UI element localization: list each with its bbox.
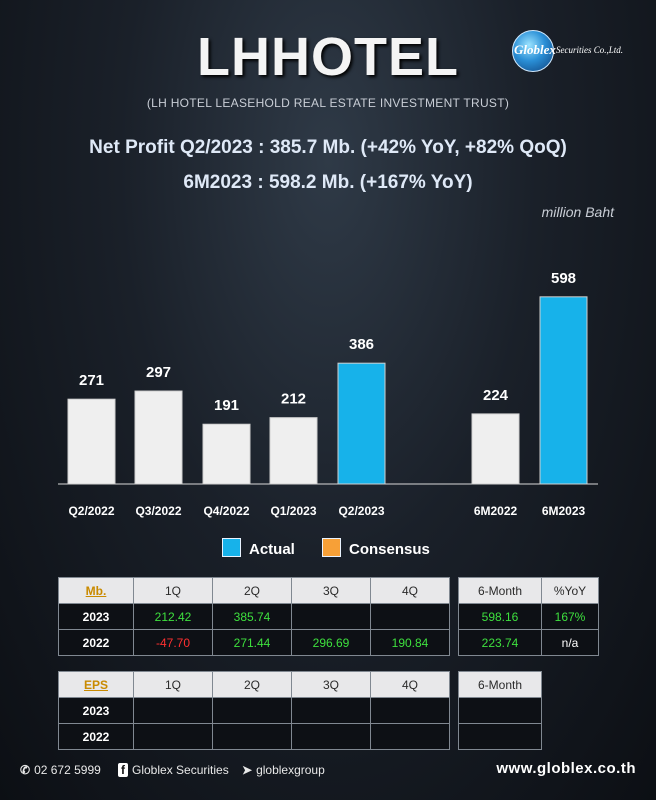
phone-icon: ✆ [20,763,31,777]
profit-side-table: 6-Month %YoY 598.16 167% 223.74 n/a [458,577,599,656]
data-label: 598 [551,270,576,287]
x-tick-label: Q4/2022 [203,504,249,518]
bar-6m2022 [471,413,520,485]
bar-q2-2023 [337,362,386,485]
table-row: 2022 [58,723,450,750]
x-tick-label: Q2/2022 [68,504,114,518]
footer-telegram[interactable]: ➤ globlexgroup [242,763,325,777]
bar-6m2023 [539,296,588,485]
legend-consensus: Consensus [322,538,430,558]
cell-value [291,603,371,630]
row-year: 2023 [58,697,134,724]
table-row [458,697,542,724]
x-tick-label: Q2/2023 [338,504,384,518]
cell-value: 223.74 [458,629,542,656]
cell-value: 598.16 [458,603,542,630]
legend-consensus-label: Consensus [349,541,430,558]
col-header: 6-Month [458,671,542,698]
cell-value [370,603,450,630]
cell-value: 167% [541,603,599,630]
table-row: 598.16 167% [458,603,599,630]
cell-value [133,697,213,724]
eps-side-table: 6-Month [458,671,542,750]
col-header: 4Q [370,577,450,604]
facebook-text: Globlex Securities [132,763,229,777]
legend-actual: Actual [222,538,295,558]
data-label: 224 [483,387,509,404]
cell-value [291,723,371,750]
row-year: 2023 [58,603,134,630]
facebook-icon: f [118,763,128,777]
telegram-icon: ➤ [242,763,253,777]
data-label: 212 [281,391,306,408]
table-row: 2023 212.42 385.74 [58,603,450,630]
cell-value [212,723,292,750]
cell-value: 385.74 [212,603,292,630]
logo-text: Globlex [514,42,556,57]
col-header: %YoY [541,577,599,604]
profit-table-label: Mb. [58,577,134,604]
page-subtitle: (LH HOTEL LEASEHOLD REAL ESTATE INVESTME… [146,96,510,110]
col-header: 6-Month [458,577,542,604]
footer-facebook[interactable]: f Globlex Securities [118,763,229,777]
table-row: 2022 -47.70 271.44 296.69 190.84 [58,629,450,656]
col-header: 1Q [133,671,213,698]
table-row [458,723,542,750]
bar-q2-2022 [67,398,116,485]
bar-q1-2023 [269,417,318,485]
row-year: 2022 [58,629,134,656]
phone-text: 02 672 5999 [34,763,101,777]
cell-value: 271.44 [212,629,292,656]
col-header: 2Q [212,671,292,698]
cell-value [291,697,371,724]
table-row: 223.74 n/a [458,629,599,656]
cell-value [370,697,450,724]
cell-value: 190.84 [370,629,450,656]
website-link[interactable]: www.globlex.co.th [496,760,636,777]
data-label: 271 [79,372,104,389]
cell-value: n/a [541,629,599,656]
telegram-text: globlexgroup [256,763,325,777]
col-header: 4Q [370,671,450,698]
cell-value [212,697,292,724]
cell-value [458,723,542,750]
row-year: 2022 [58,723,134,750]
headline-half-year: 6M2023 : 598.2 Mb. (+167% YoY) [183,172,473,193]
x-tick-label: 6M2022 [474,504,518,518]
table-row: 2023 [58,697,450,724]
data-label: 386 [349,336,374,353]
col-header: 3Q [291,577,371,604]
cell-value: -47.70 [133,629,213,656]
cell-value [458,697,542,724]
eps-table: EPS 1Q 2Q 3Q 4Q 2023 2022 [58,671,450,750]
bar-q4-2022 [202,423,251,485]
logo-subtext: Securities Co.,Ltd. [556,45,623,55]
headline-quarter: Net Profit Q2/2023 : 385.7 Mb. (+42% YoY… [89,137,567,158]
unit-label: million Baht [541,204,614,220]
col-header: 1Q [133,577,213,604]
x-tick-label: Q1/2023 [270,504,316,518]
legend-actual-swatch [222,538,241,557]
data-label: 191 [214,397,239,414]
x-tick-label: Q3/2022 [135,504,181,518]
cell-value: 212.42 [133,603,213,630]
col-header: 3Q [291,671,371,698]
x-tick-label: 6M2023 [542,504,586,518]
legend-consensus-swatch [322,538,341,557]
legend-actual-label: Actual [249,541,295,558]
profit-table: Mb. 1Q 2Q 3Q 4Q 2023 212.42 385.74 2022 … [58,577,450,656]
data-label: 297 [146,364,171,381]
cell-value [370,723,450,750]
bar-chart: 271 Q2/2022 297 Q3/2022 191 Q4/2022 212 Q1/2023… [58,270,598,518]
page-title: LHHOTEL [197,27,459,87]
footer-phone[interactable]: ✆ 02 672 5999 [20,763,101,777]
globlex-logo [512,30,554,72]
eps-table-label: EPS [58,671,134,698]
bar-q3-2022 [134,390,183,485]
col-header: 2Q [212,577,292,604]
cell-value: 296.69 [291,629,371,656]
cell-value [133,723,213,750]
